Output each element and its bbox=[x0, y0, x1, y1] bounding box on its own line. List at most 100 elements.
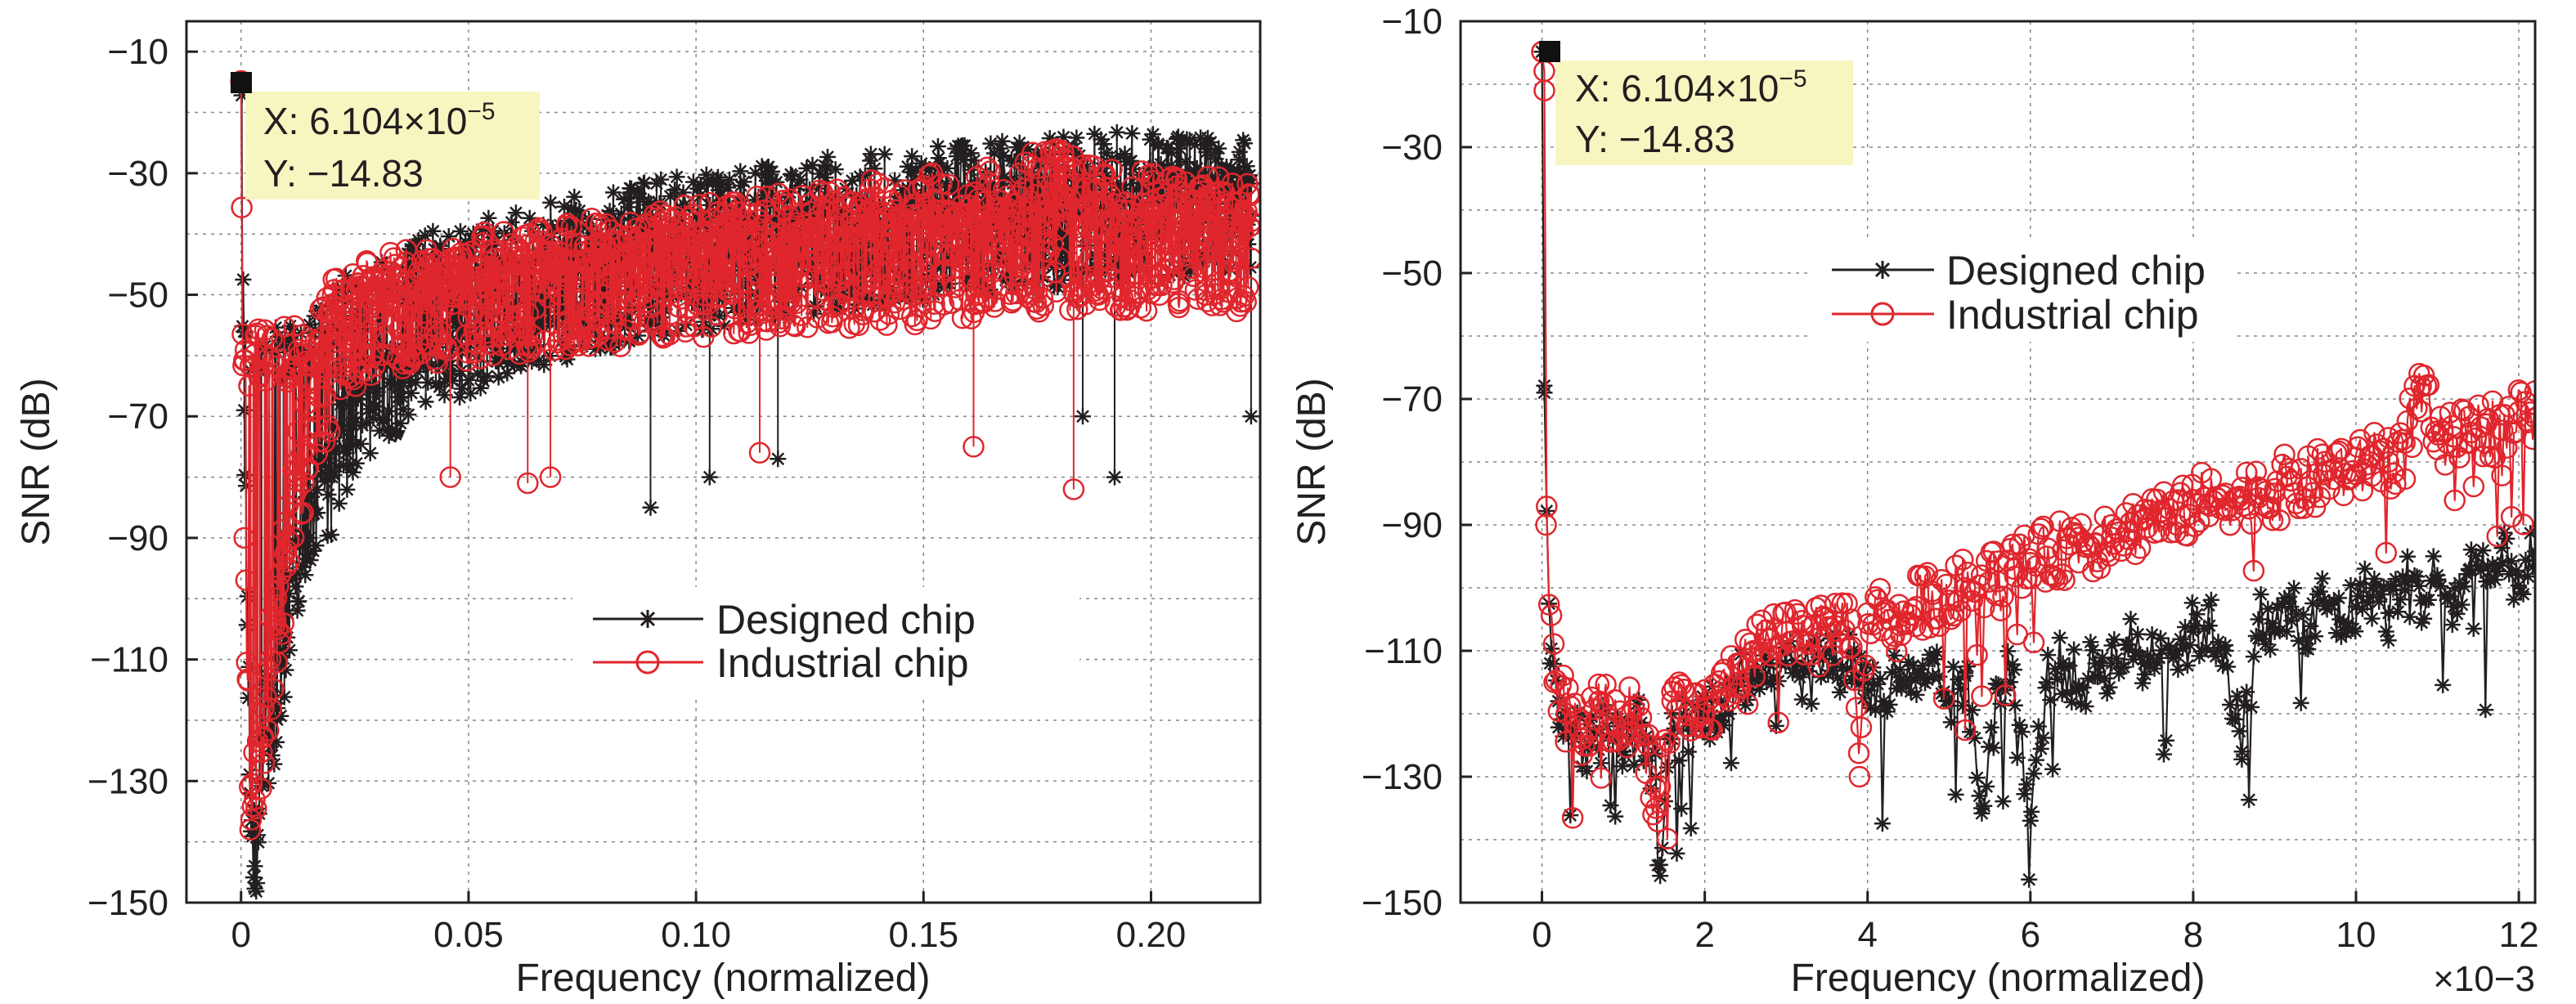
right-y-tick-label: −110 bbox=[1364, 631, 1443, 671]
left-point-designed bbox=[367, 398, 384, 415]
left-keypoint-industrial bbox=[1240, 247, 1260, 270]
left-point-industrial bbox=[252, 725, 275, 748]
left-point-industrial bbox=[1103, 203, 1125, 225]
left-keypoint-industrial bbox=[1003, 253, 1025, 276]
left-point-industrial bbox=[627, 324, 650, 347]
left-dip-point-designed bbox=[642, 499, 659, 516]
left-point-industrial bbox=[607, 289, 629, 312]
left-point-industrial bbox=[883, 291, 906, 314]
right-point-designed bbox=[1995, 793, 2012, 810]
left-point-industrial bbox=[785, 292, 808, 315]
right-point-designed bbox=[1928, 643, 1945, 661]
left-x-tick-label: 0 bbox=[231, 915, 251, 955]
left-point-industrial bbox=[240, 809, 263, 831]
left-point-designed bbox=[542, 194, 559, 211]
right-point-designed bbox=[2515, 585, 2532, 603]
right-point-designed bbox=[2179, 657, 2196, 674]
right-point-designed bbox=[2181, 637, 2198, 653]
left-point-industrial bbox=[1128, 249, 1151, 271]
left-ticks: −10 −30 −50 −70 −90 −110 −130 −150 0 0.05 0.10 0.15… bbox=[88, 32, 1186, 955]
right-keypoint-designed bbox=[2022, 812, 2039, 829]
right-keypoint-designed bbox=[1536, 384, 1553, 401]
left-point-industrial bbox=[531, 220, 553, 242]
right-point-designed bbox=[1942, 714, 1959, 731]
left-point-industrial bbox=[516, 234, 539, 256]
left-point-designed bbox=[341, 397, 358, 414]
right-y-tick-label: −50 bbox=[1381, 253, 1443, 294]
left-point-industrial bbox=[384, 253, 406, 276]
right-point-designed bbox=[2524, 558, 2535, 576]
left-point-designed bbox=[827, 161, 844, 178]
left-point-industrial bbox=[604, 330, 626, 353]
left-point-industrial bbox=[251, 741, 273, 763]
left-point-industrial bbox=[671, 279, 693, 301]
right-point-designed bbox=[2188, 606, 2206, 623]
left-point-industrial bbox=[931, 173, 953, 195]
left-point-designed bbox=[297, 567, 314, 584]
right-keypoint-designed bbox=[2250, 611, 2267, 628]
left-y-tick-label: −70 bbox=[107, 397, 168, 437]
left-point-industrial bbox=[611, 265, 633, 288]
right-keypoint-designed bbox=[1875, 692, 1892, 710]
left-point-designed bbox=[566, 188, 583, 205]
right-point-designed bbox=[2077, 698, 2094, 715]
right-legend-label-designed: Designed chip bbox=[1946, 248, 2206, 294]
left-point-industrial bbox=[1042, 233, 1064, 255]
right-point-designed bbox=[2042, 692, 2059, 709]
left-point-industrial bbox=[1030, 249, 1053, 271]
left-point-industrial bbox=[513, 268, 535, 290]
left-point-designed bbox=[1231, 143, 1248, 160]
left-point-designed bbox=[323, 527, 339, 544]
left-chart: −10 −30 −50 −70 −90 −110 −130 −150 0 0.05 0.10 0.15… bbox=[15, 20, 1262, 1000]
right-keypoint-designed bbox=[2511, 567, 2528, 584]
left-legend-marker-designed bbox=[639, 610, 657, 628]
right-keypoint-designed bbox=[2380, 604, 2397, 621]
left-point-industrial bbox=[833, 263, 856, 285]
left-point-industrial bbox=[1032, 294, 1055, 316]
left-point-industrial bbox=[976, 156, 999, 179]
left-keypoint-industrial bbox=[730, 271, 753, 294]
right-point-designed bbox=[1613, 758, 1631, 775]
left-point-designed bbox=[444, 372, 461, 389]
left-point-industrial bbox=[923, 293, 945, 316]
left-series-industrial bbox=[230, 69, 1260, 841]
left-point-industrial bbox=[314, 384, 337, 407]
left-point-industrial bbox=[237, 670, 259, 692]
left-point-industrial bbox=[1053, 148, 1075, 170]
left-point-industrial bbox=[629, 321, 651, 344]
left-point-industrial bbox=[802, 250, 825, 272]
left-point-designed bbox=[844, 173, 860, 189]
left-legend-label-industrial: Industrial chip bbox=[716, 640, 969, 686]
right-point-designed bbox=[2262, 641, 2279, 658]
right-keypoint-designed bbox=[2103, 655, 2120, 672]
right-point-designed bbox=[1954, 697, 1972, 715]
left-point-industrial bbox=[710, 285, 732, 308]
right-point-designed bbox=[2231, 723, 2248, 740]
right-keypoint-designed bbox=[2120, 636, 2137, 653]
left-keypoint-industrial bbox=[321, 356, 343, 379]
left-point-designed bbox=[478, 368, 496, 384]
right-point-designed bbox=[1874, 815, 1891, 832]
left-point-industrial bbox=[738, 322, 761, 344]
left-point-industrial bbox=[560, 216, 583, 238]
left-point-industrial bbox=[339, 303, 361, 325]
left-dip-point-industrial bbox=[963, 436, 985, 458]
left-point-industrial bbox=[286, 478, 308, 500]
left-point-designed bbox=[994, 132, 1011, 150]
left-point-designed bbox=[939, 159, 956, 177]
left-point-industrial bbox=[1069, 261, 1092, 284]
left-point-industrial bbox=[755, 319, 778, 341]
left-point-designed bbox=[804, 156, 821, 173]
right-y-tick-label: −70 bbox=[1381, 379, 1443, 419]
right-point-designed bbox=[2399, 548, 2416, 565]
right-y-tick-label: −130 bbox=[1362, 757, 1443, 797]
left-keypoint-industrial bbox=[958, 253, 981, 276]
left-legend-box bbox=[572, 587, 1079, 697]
left-point-designed bbox=[668, 168, 685, 186]
left-point-industrial bbox=[1115, 191, 1137, 213]
left-point-industrial bbox=[660, 303, 682, 325]
left-point-designed bbox=[1236, 135, 1253, 152]
left-point-designed bbox=[721, 171, 738, 188]
left-point-industrial bbox=[556, 213, 578, 235]
left-point-designed bbox=[1210, 140, 1227, 157]
